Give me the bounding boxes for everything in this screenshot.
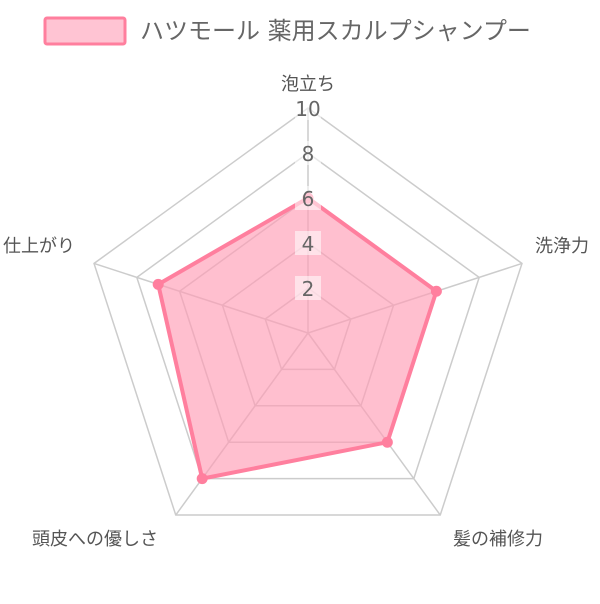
- tick-label-4: 4: [302, 232, 315, 256]
- axis-label-1: 洗浄力: [535, 236, 589, 257]
- data-point-4: [152, 278, 164, 290]
- tick-label-bg-10: [295, 96, 321, 120]
- grid-ring-10: [93, 107, 523, 516]
- grid-ring-8: [135, 152, 481, 480]
- series-layer: [152, 192, 442, 485]
- tick-label-bg-4: [295, 231, 321, 255]
- tick-label-2: 2: [302, 277, 315, 301]
- tick-label-bg-8: [295, 141, 321, 165]
- axis-label-2: 髪の補修力: [453, 528, 543, 550]
- axis-label-4: 仕上がり: [3, 236, 75, 257]
- tick-label-bg-6: [295, 186, 321, 210]
- legend-label: ハツモール 薬用スカルプシャンプー: [140, 17, 531, 45]
- tick-label-6: 6: [302, 187, 315, 211]
- tick-label-bg-2: [295, 276, 321, 300]
- data-point-3: [196, 473, 208, 485]
- tick-label-8: 8: [302, 142, 315, 166]
- tick-labels: 2 4 6 8 10: [295, 96, 321, 301]
- series-area-0: [156, 196, 439, 481]
- tick-label-10: 10: [295, 97, 320, 121]
- axis-label-3: 頭皮への優しさ: [32, 529, 158, 550]
- legend-swatch: [43, 16, 127, 46]
- legend: ハツモール 薬用スカルプシャンプー: [43, 16, 531, 46]
- data-point-1: [430, 285, 442, 297]
- axis-label-0: 泡立ち: [281, 74, 335, 95]
- data-point-2: [381, 436, 393, 448]
